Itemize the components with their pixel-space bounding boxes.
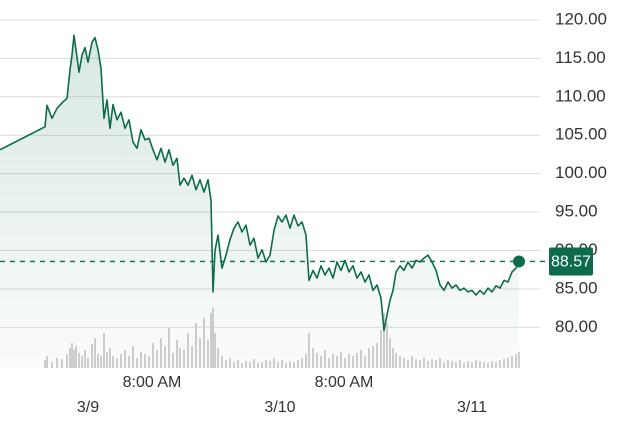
last-price-dot <box>513 255 525 268</box>
y-tick-label: 95.00 <box>555 202 598 221</box>
y-tick-label: 110.00 <box>555 86 606 105</box>
date-tick-label: 3/9 <box>77 399 99 416</box>
y-tick-label: 85.00 <box>555 278 598 297</box>
date-tick-label: 3/11 <box>457 399 487 416</box>
y-tick-label: 105.00 <box>555 125 607 144</box>
last-price-label: 88.57 <box>551 254 591 271</box>
date-tick-label: 3/10 <box>264 399 295 416</box>
last-price-box <box>549 247 593 276</box>
y-tick-label: 120.00 <box>555 9 607 28</box>
y-tick-label: 115.00 <box>555 48 606 67</box>
x-tick-label: 8:00 AM <box>123 374 182 391</box>
area-fill <box>0 35 519 369</box>
y-tick-label: 100.00 <box>555 163 607 182</box>
x-tick-label: 8:00 AM <box>315 374 374 391</box>
price-line <box>0 34 520 332</box>
y-tick-label: 80.00 <box>555 317 598 336</box>
